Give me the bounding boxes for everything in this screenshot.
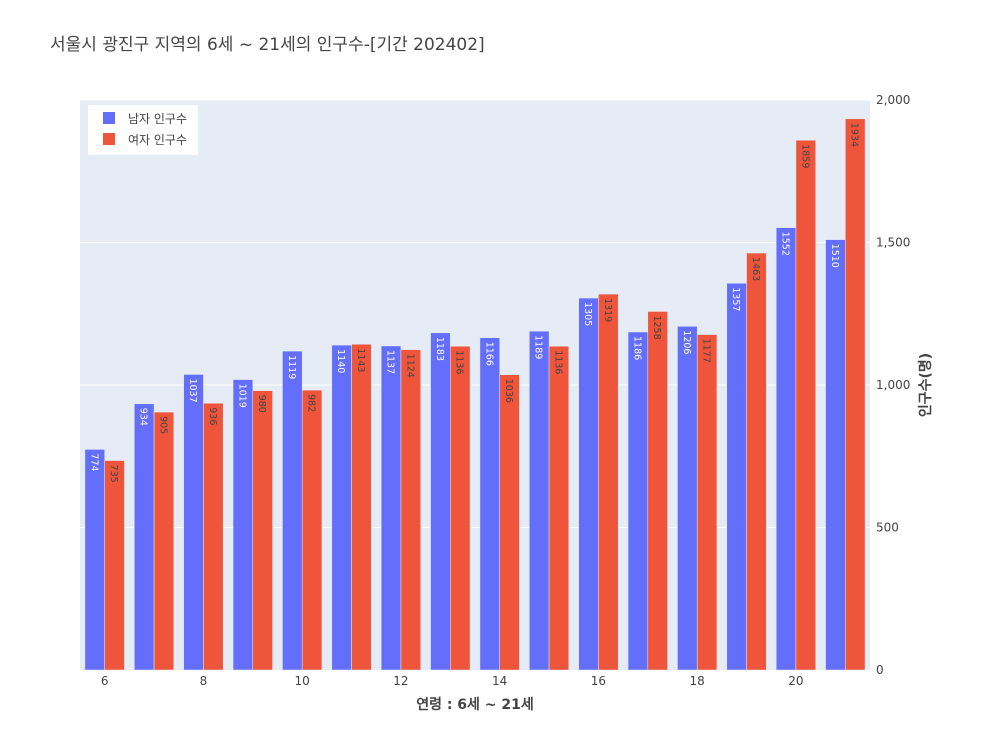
bar-male-9[interactable]	[232, 379, 254, 671]
data-label-female-14: 1036	[503, 379, 514, 403]
bar-female-11[interactable]	[351, 343, 372, 671]
bar-male-7[interactable]	[134, 403, 155, 671]
bar-female-9[interactable]	[252, 390, 273, 671]
x-tick-label: 8	[200, 674, 208, 688]
data-label-female-18: 1177	[701, 339, 712, 363]
bar-female-12[interactable]	[400, 349, 421, 671]
data-label-male-11: 1140	[335, 349, 346, 373]
bar-male-8[interactable]	[183, 374, 204, 671]
chart-title: 서울시 광진구 지역의 6세 ~ 21세의 인구수-[기간 202402]	[50, 35, 485, 55]
data-label-male-20: 1552	[780, 232, 791, 256]
x-tick-label: 6	[101, 674, 109, 688]
data-label-male-6: 774	[88, 453, 99, 471]
y-tick-label: 500	[876, 521, 899, 535]
bar-female-13[interactable]	[450, 345, 471, 671]
data-label-female-13: 1136	[454, 350, 465, 374]
data-label-female-15: 1136	[552, 350, 563, 374]
y-tick-label: 0	[876, 663, 884, 677]
bar-female-10[interactable]	[301, 389, 323, 671]
legend-swatch-female[interactable]	[103, 133, 115, 145]
bar-female-21[interactable]	[845, 118, 866, 671]
bar-female-7[interactable]	[153, 411, 175, 671]
bar-labels: 774 934 1037 1019 1119 1140 1137 1183 1166 1189 13…	[88, 123, 859, 483]
bar-female-14[interactable]	[499, 374, 520, 671]
x-tick-label: 20	[788, 674, 803, 688]
data-label-male-14: 1166	[483, 342, 494, 366]
bar-male-10[interactable]	[282, 350, 303, 671]
bar-female-19[interactable]	[746, 252, 767, 671]
bar-male-12[interactable]	[380, 345, 402, 671]
bar-male-20[interactable]	[775, 227, 797, 671]
x-tick-label: 14	[492, 674, 507, 688]
x-axis-title: 연령 : 6세 ~ 21세	[416, 697, 534, 713]
legend-label-male[interactable]: 남자 인구수	[128, 112, 187, 126]
legend-swatch-male[interactable]	[103, 112, 115, 124]
data-label-female-16: 1319	[602, 298, 613, 322]
data-label-male-18: 1206	[681, 330, 692, 354]
data-label-male-9: 1019	[236, 384, 247, 408]
bar-male-21[interactable]	[825, 239, 846, 671]
data-label-male-7: 934	[138, 408, 149, 426]
bar-female-8[interactable]	[203, 402, 224, 671]
data-label-female-19: 1463	[750, 257, 761, 281]
data-label-male-15: 1189	[533, 335, 544, 359]
bar-female-18[interactable]	[696, 334, 718, 671]
x-tick-label: 12	[393, 674, 408, 688]
data-label-male-13: 1183	[434, 337, 445, 361]
data-label-male-10: 1119	[286, 355, 297, 379]
data-label-female-11: 1143	[355, 348, 366, 372]
data-label-male-21: 1510	[829, 244, 840, 268]
bar-male-16[interactable]	[578, 297, 599, 671]
y-axis-title: 인구수(명)	[917, 353, 934, 417]
data-label-male-12: 1137	[385, 350, 396, 374]
bar-male-6[interactable]	[84, 449, 105, 671]
data-label-male-16: 1305	[582, 302, 593, 326]
data-label-female-7: 905	[157, 416, 168, 434]
bar-male-11[interactable]	[331, 344, 352, 671]
y-axis-ticks: 0 500 1,000 1,500 2,000	[876, 93, 910, 677]
bar-female-20[interactable]	[795, 139, 816, 671]
legend-label-female[interactable]: 여자 인구수	[128, 133, 187, 147]
data-label-female-21: 1934	[849, 123, 860, 147]
legend[interactable]: 남자 인구수 여자 인구수	[88, 105, 198, 155]
bar-male-18[interactable]	[677, 326, 698, 671]
bar-male-13[interactable]	[430, 332, 451, 671]
y-tick-label: 1,500	[876, 236, 910, 250]
data-label-female-9: 980	[256, 395, 267, 413]
y-tick-label: 1,000	[876, 378, 910, 392]
bar-female-16[interactable]	[598, 293, 619, 671]
bar-female-6[interactable]	[104, 460, 125, 671]
x-tick-label: 10	[295, 674, 310, 688]
bar-male-17[interactable]	[627, 331, 649, 671]
x-axis-ticks: 6 8 10 12 14 16 18 20	[101, 674, 804, 688]
data-label-female-12: 1124	[404, 354, 415, 378]
data-label-male-8: 1037	[187, 378, 198, 402]
x-tick-label: 16	[591, 674, 606, 688]
data-label-female-20: 1859	[799, 144, 810, 168]
bar-male-15[interactable]	[529, 330, 550, 671]
data-label-female-17: 1258	[651, 315, 662, 339]
bar-male-14[interactable]	[479, 337, 500, 671]
bar-male-19[interactable]	[726, 283, 747, 671]
bar-female-17[interactable]	[647, 311, 668, 671]
x-tick-label: 18	[690, 674, 705, 688]
data-label-female-10: 982	[306, 394, 317, 412]
data-label-female-6: 735	[108, 465, 119, 483]
data-label-male-19: 1357	[730, 287, 741, 311]
data-label-male-17: 1186	[631, 336, 642, 360]
y-tick-label: 2,000	[876, 93, 910, 107]
bars	[84, 118, 866, 671]
bar-female-15[interactable]	[548, 345, 570, 671]
data-label-female-8: 936	[207, 407, 218, 425]
